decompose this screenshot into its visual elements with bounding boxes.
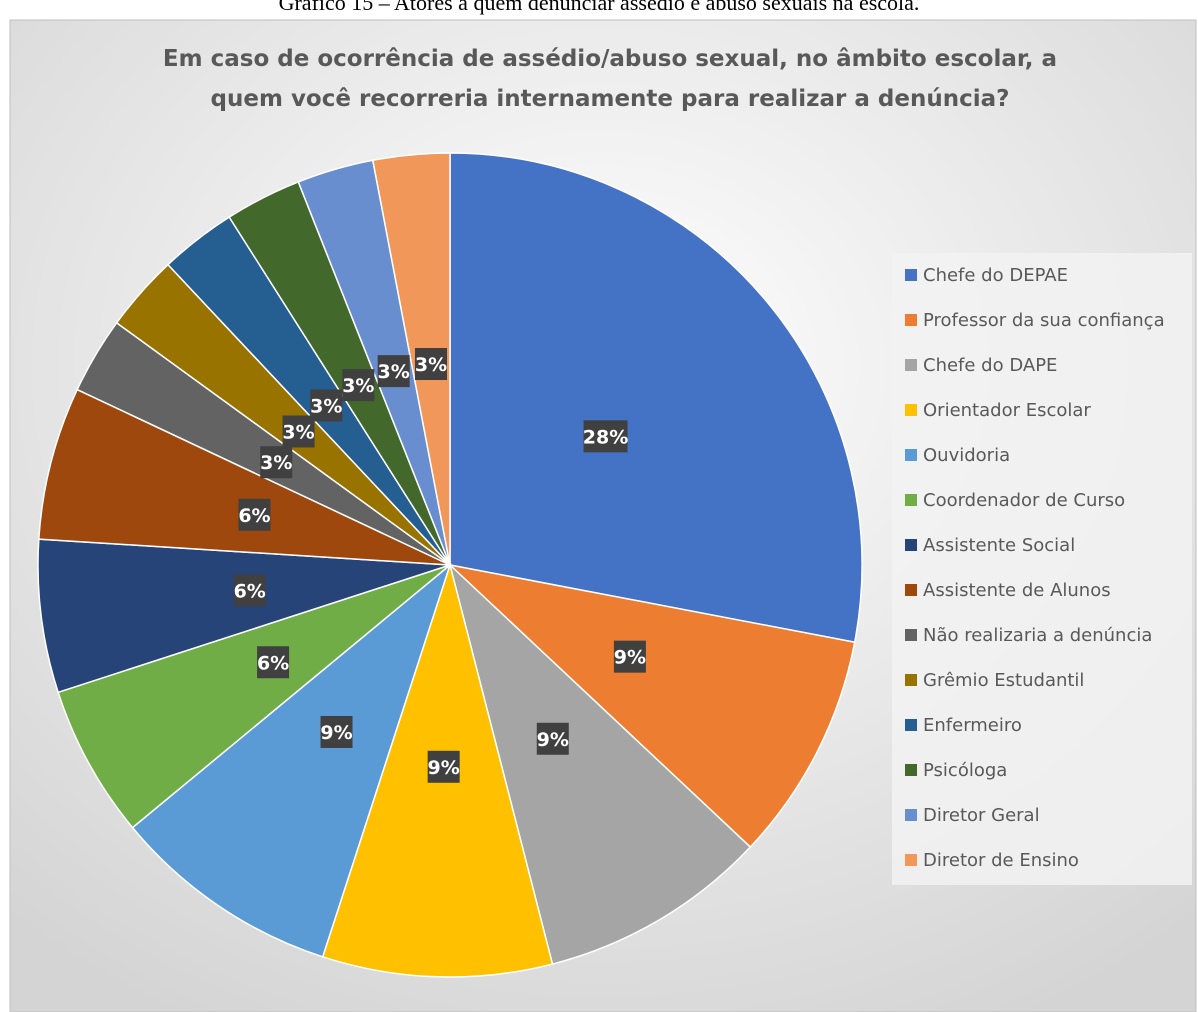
data-label: 9% bbox=[428, 757, 460, 779]
data-label: 9% bbox=[614, 647, 646, 669]
legend-label: Coordenador de Curso bbox=[923, 490, 1125, 511]
legend-swatch bbox=[905, 449, 917, 461]
legend-swatch bbox=[905, 404, 917, 416]
legend-label: Professor da sua confiança bbox=[923, 310, 1165, 331]
data-label: 9% bbox=[320, 722, 352, 744]
legend-label: Grêmio Estudantil bbox=[923, 670, 1084, 691]
legend-label: Orientador Escolar bbox=[923, 400, 1091, 421]
legend-swatch bbox=[905, 674, 917, 686]
pie-slice bbox=[449, 152, 863, 644]
data-label-box bbox=[257, 646, 290, 679]
legend-box bbox=[892, 253, 1192, 885]
legend-swatch bbox=[905, 314, 917, 326]
legend-label: Assistente de Alunos bbox=[923, 580, 1111, 601]
legend-label: Diretor de Ensino bbox=[923, 850, 1079, 871]
data-label: 3% bbox=[378, 361, 410, 383]
data-label: 9% bbox=[537, 729, 569, 751]
legend-label: Não realizaria a denúncia bbox=[923, 625, 1152, 646]
pie-slice bbox=[448, 562, 752, 965]
data-label: 3% bbox=[342, 375, 374, 397]
data-label-box bbox=[260, 446, 293, 479]
legend-label: Enfermeiro bbox=[923, 715, 1022, 736]
data-label: 3% bbox=[282, 421, 314, 443]
data-label-box bbox=[282, 415, 315, 448]
pie-slice bbox=[57, 564, 451, 829]
legend-label: Chefe do DAPE bbox=[923, 355, 1057, 376]
data-label-box bbox=[238, 498, 271, 531]
pie-slice bbox=[38, 388, 451, 566]
legend-swatch bbox=[905, 494, 917, 506]
legend-swatch bbox=[905, 809, 917, 821]
data-label: 6% bbox=[234, 580, 266, 602]
data-label-box bbox=[583, 420, 628, 453]
data-label: 6% bbox=[238, 505, 270, 527]
legend-label: Chefe do DEPAE bbox=[923, 265, 1068, 286]
chart-title: quem você recorreria internamente para r… bbox=[211, 86, 1010, 112]
pie-slice bbox=[37, 538, 451, 694]
data-label-box bbox=[613, 640, 646, 673]
data-label: 28% bbox=[583, 426, 628, 448]
legend-label: Assistente Social bbox=[923, 535, 1075, 556]
pie-slice bbox=[371, 152, 451, 566]
legend-swatch bbox=[905, 854, 917, 866]
legend-swatch bbox=[905, 629, 917, 641]
data-label: 6% bbox=[257, 652, 289, 674]
data-label: 3% bbox=[415, 354, 447, 376]
legend-swatch bbox=[905, 719, 917, 731]
legend-label: Diretor Geral bbox=[923, 805, 1040, 826]
pie-slice bbox=[447, 563, 856, 849]
data-label-box bbox=[536, 722, 569, 755]
legend-swatch bbox=[905, 764, 917, 776]
data-label-box bbox=[415, 348, 448, 381]
chart-title: Em caso de ocorrência de assédio/abuso s… bbox=[163, 46, 1057, 72]
legend-swatch bbox=[905, 539, 917, 551]
data-label-box bbox=[342, 369, 375, 402]
legend-swatch bbox=[905, 269, 917, 281]
caption: Gráfico 15 – Atores a quem denunciar ass… bbox=[279, 0, 920, 15]
legend-label: Ouvidoria bbox=[923, 445, 1010, 466]
data-label-box bbox=[233, 574, 266, 607]
legend-swatch bbox=[905, 359, 917, 371]
legend-swatch bbox=[905, 584, 917, 596]
data-label-box bbox=[377, 355, 410, 388]
pie-slice bbox=[131, 562, 452, 958]
data-label: 3% bbox=[260, 452, 292, 474]
data-label-box bbox=[320, 715, 353, 748]
data-label-box bbox=[310, 389, 343, 422]
data-label-box bbox=[427, 750, 460, 783]
legend-label: Psicóloga bbox=[923, 760, 1007, 781]
data-label: 3% bbox=[310, 395, 342, 417]
